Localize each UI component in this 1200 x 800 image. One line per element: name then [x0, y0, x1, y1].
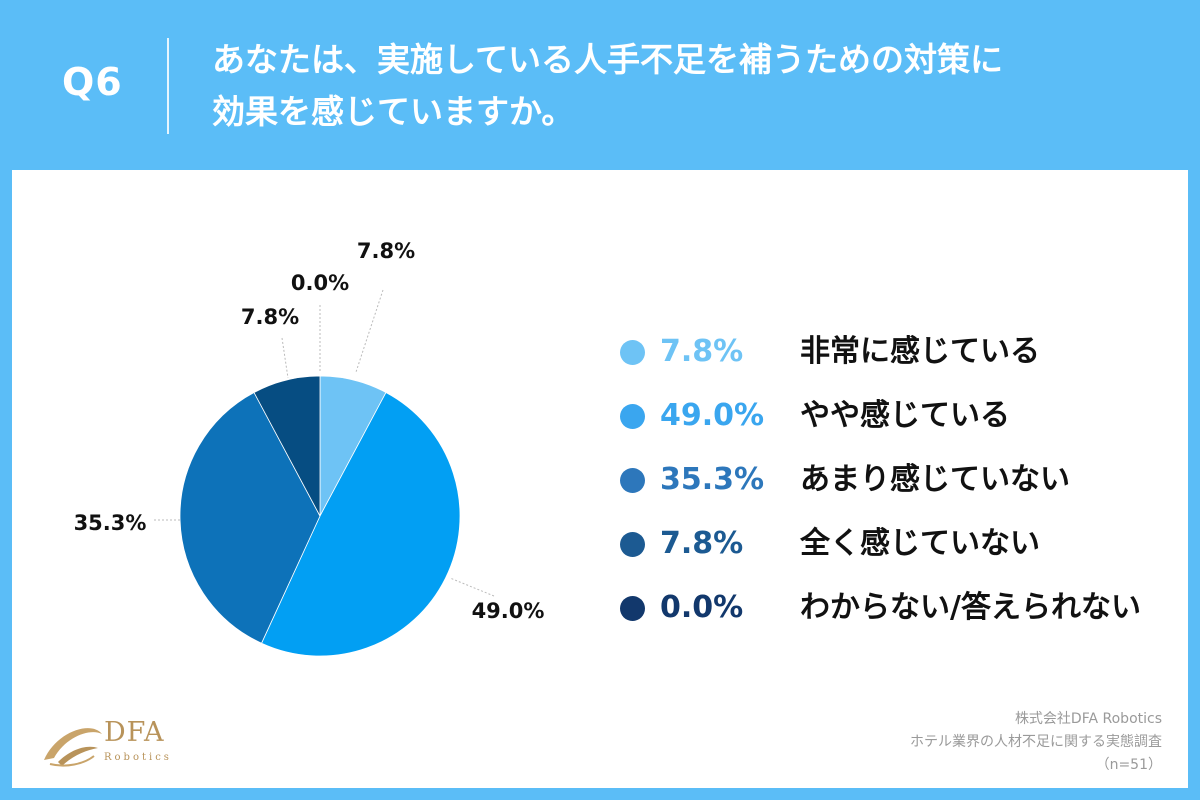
pie-slice-4: [253, 375, 321, 517]
source-title: ホテル業界の人材不足に関する実態調査: [910, 734, 1162, 750]
leader-line-1: [355, 289, 384, 373]
leader-line-4: [281, 337, 289, 379]
slice-value-label-5: 0.0%: [291, 271, 349, 295]
logo-subtext: Robotics: [104, 752, 172, 763]
legend-swatch: [620, 532, 645, 557]
question-line-2: 効果を感じていますか。: [212, 92, 575, 131]
legend-label: やや感じている: [800, 398, 1010, 433]
legend-item-2: 49.0% やや感じている: [620, 396, 1180, 436]
leader-line-2: [449, 577, 495, 597]
header: Q6 あなたは、実施している人手不足を補うための対策に 効果を感じていますか。: [0, 0, 1200, 170]
slice-value-label-1: 7.8%: [357, 239, 415, 263]
legend-item-4: 7.8% 全く感じていない: [620, 524, 1180, 564]
source-company: 株式会社DFA Robotics: [1014, 711, 1162, 727]
legend-swatch: [620, 596, 645, 621]
legend-label: わからない/答えられない: [800, 590, 1141, 625]
question-line-1: あなたは、実施している人手不足を補うための対策に: [212, 40, 1004, 79]
source-note: 株式会社DFA Robotics ホテル業界の人材不足に関する実態調査 （n=5…: [910, 708, 1162, 777]
legend-swatch: [620, 340, 645, 365]
header-divider: [167, 38, 169, 134]
slice-value-label-3: 35.3%: [74, 511, 147, 535]
legend-item-3: 35.3% あまり感じていない: [620, 460, 1180, 500]
pie-slice-2: [261, 391, 461, 657]
slice-value-label-2: 49.0%: [472, 599, 545, 623]
legend-percent: 7.8%: [660, 334, 744, 369]
sample-size: （n=51）: [1095, 757, 1162, 773]
legend-swatch: [620, 468, 645, 493]
legend-label: 全く感じていない: [800, 526, 1040, 561]
legend-item-1: 7.8% 非常に感じている: [620, 332, 1180, 372]
legend-swatch: [620, 404, 645, 429]
legend-item-5: 0.0% わからない/答えられない: [620, 588, 1180, 628]
dfa-logo-icon: [44, 728, 102, 767]
legend-percent: 35.3%: [660, 462, 765, 497]
legend-percent: 0.0%: [660, 590, 744, 625]
legend-percent: 49.0%: [660, 398, 765, 433]
question-text: あなたは、実施している人手不足を補うための対策に 効果を感じていますか。: [212, 34, 1112, 138]
slice-value-label-4: 7.8%: [241, 305, 299, 329]
legend-label: あまり感じていない: [800, 462, 1070, 497]
pie-slice-3: [179, 391, 321, 644]
logo-text: DFA: [104, 717, 165, 748]
legend-percent: 7.8%: [660, 526, 744, 561]
legend-label: 非常に感じている: [800, 334, 1040, 369]
question-number: Q6: [62, 60, 123, 104]
